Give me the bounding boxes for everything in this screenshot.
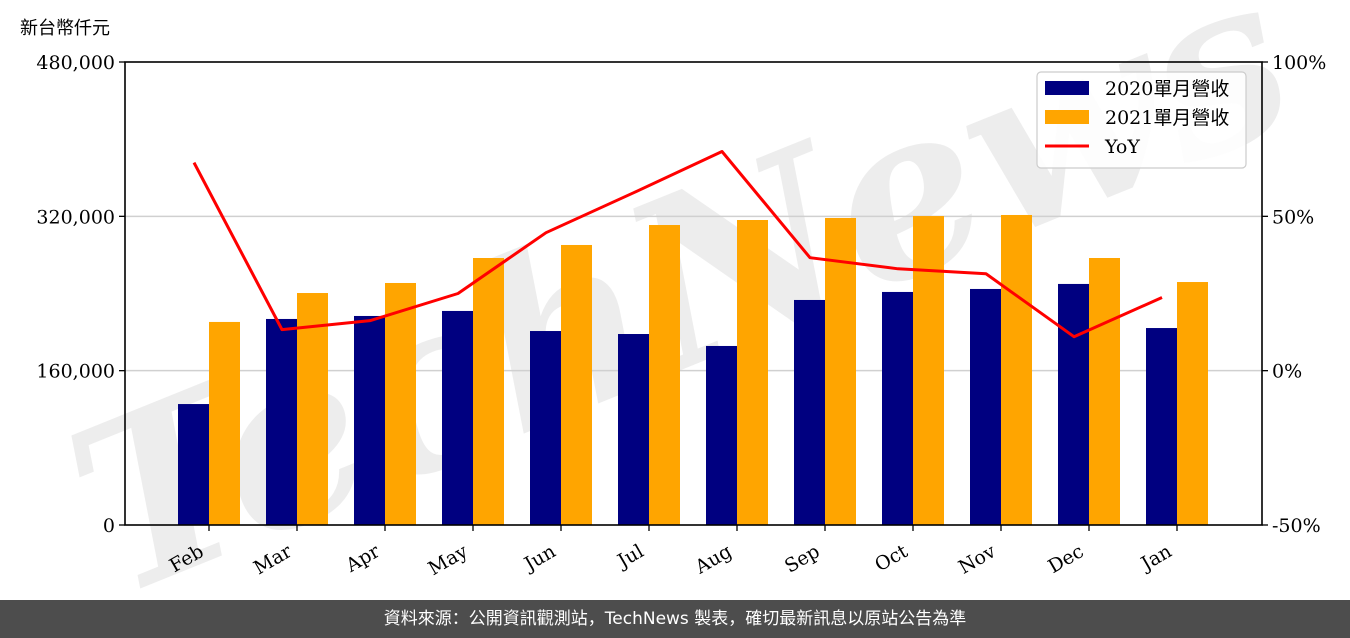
bar-2021-jul [649,225,680,525]
bar-2021-may [473,258,504,525]
bar-2020-apr [354,315,385,525]
x-tick-label: May [425,540,472,580]
x-tick-label: Jun [519,540,560,576]
legend-item-label: 2021單月營收 [1105,107,1229,129]
y-tick-label: 0 [103,515,115,537]
bar-2021-nov [1001,214,1032,525]
x-tick-label: Sep [781,540,824,577]
bar-2020-jul [618,334,649,525]
bar-2021-aug [737,219,768,525]
bar-2021-apr [385,282,416,525]
bar-2020-oct [882,291,913,525]
bar-2021-dec [1089,258,1120,525]
y-tick-label: 320,000 [36,206,115,228]
legend-item-label: 2020單月營收 [1105,78,1229,100]
source-footer: 資料來源：公開資訊觀測站，TechNews 製表，確切最新訊息以原站公告為準 [0,600,1350,638]
bar-2021-mar [297,293,328,525]
x-tick-label: Nov [955,540,1000,579]
bar-2021-oct [913,216,944,526]
y-tick-label: 160,000 [36,361,115,383]
bar-2020-nov [970,288,1001,525]
bar-2021-sep [825,217,856,525]
x-tick-label: Dec [1044,540,1087,578]
x-tick-label: Jan [1136,540,1176,576]
bar-line-chart: TechNews 0160,000320,000480,000-50%0%50%… [36,0,1326,600]
x-tick-label: Jul [612,540,647,573]
legend-item-label: YoY [1104,136,1140,158]
bar-2020-jan [1146,328,1177,525]
bar-2020-sep [794,299,825,525]
y2-tick-label: 0% [1272,361,1302,383]
bar-2020-dec [1058,283,1089,525]
bar-2021-jun [561,244,592,526]
bars [178,214,1208,526]
bar-2020-mar [266,318,297,525]
x-tick-label: Oct [871,540,912,576]
yoy-line [192,150,1163,339]
bar-2020-feb [178,404,209,525]
y-axis-unit-label: 新台幣仟元 [20,18,110,39]
bar-2020-may [442,310,473,525]
bar-2020-jun [530,331,561,525]
bar-2020-aug [706,345,737,525]
legend: 2020單月營收 2021單月營收 YoY [1036,71,1247,169]
bar-2021-jan [1177,282,1208,525]
bar-2021-feb [209,321,240,525]
y-tick-label: 480,000 [36,52,115,74]
y2-tick-label: 50% [1272,206,1314,228]
y2-tick-label: 100% [1272,52,1326,74]
x-tick-label: Aug [691,540,736,579]
y2-tick-label: -50% [1272,515,1321,537]
